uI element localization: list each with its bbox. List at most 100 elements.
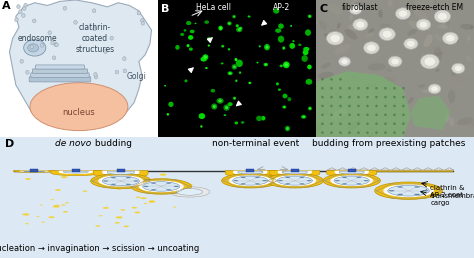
Ellipse shape	[375, 114, 378, 116]
Ellipse shape	[287, 97, 291, 101]
Ellipse shape	[255, 183, 260, 184]
Ellipse shape	[30, 83, 128, 131]
Ellipse shape	[164, 85, 165, 86]
Ellipse shape	[335, 44, 351, 54]
Polygon shape	[20, 171, 48, 172]
Text: non-terminal event: non-terminal event	[212, 139, 300, 148]
Ellipse shape	[273, 8, 279, 14]
Ellipse shape	[388, 186, 429, 196]
Ellipse shape	[433, 47, 442, 63]
Ellipse shape	[221, 62, 224, 64]
Ellipse shape	[256, 62, 258, 63]
Ellipse shape	[470, 25, 473, 29]
Polygon shape	[434, 168, 443, 170]
Polygon shape	[51, 171, 101, 176]
Ellipse shape	[393, 123, 395, 125]
Ellipse shape	[348, 105, 351, 107]
Ellipse shape	[430, 0, 433, 3]
Polygon shape	[13, 171, 55, 172]
Ellipse shape	[375, 87, 378, 89]
Ellipse shape	[144, 203, 147, 204]
Ellipse shape	[352, 0, 359, 11]
Ellipse shape	[15, 18, 18, 22]
Ellipse shape	[448, 90, 456, 103]
Ellipse shape	[345, 29, 357, 40]
Ellipse shape	[120, 209, 125, 211]
Ellipse shape	[235, 58, 237, 61]
Ellipse shape	[48, 216, 55, 218]
Ellipse shape	[321, 114, 324, 116]
Ellipse shape	[256, 116, 262, 121]
Ellipse shape	[74, 20, 77, 24]
Ellipse shape	[25, 223, 29, 224]
Bar	[254, 170, 292, 172]
Ellipse shape	[467, 36, 470, 41]
Ellipse shape	[219, 26, 223, 30]
Ellipse shape	[141, 18, 144, 22]
Ellipse shape	[149, 201, 154, 203]
Ellipse shape	[386, 69, 392, 72]
Ellipse shape	[408, 28, 418, 36]
FancyBboxPatch shape	[32, 69, 88, 73]
Ellipse shape	[174, 186, 179, 187]
Ellipse shape	[115, 70, 118, 74]
Ellipse shape	[225, 106, 228, 109]
Ellipse shape	[404, 10, 414, 21]
Ellipse shape	[357, 105, 360, 107]
Ellipse shape	[166, 113, 169, 116]
Ellipse shape	[366, 132, 369, 134]
Ellipse shape	[318, 72, 334, 79]
Ellipse shape	[303, 47, 310, 52]
Ellipse shape	[202, 54, 209, 60]
Ellipse shape	[160, 174, 166, 176]
Ellipse shape	[53, 205, 60, 208]
Ellipse shape	[404, 38, 418, 49]
Ellipse shape	[236, 27, 242, 32]
Ellipse shape	[393, 105, 395, 107]
Ellipse shape	[364, 52, 378, 60]
Ellipse shape	[278, 88, 281, 91]
Ellipse shape	[208, 45, 210, 46]
Ellipse shape	[391, 58, 399, 65]
Ellipse shape	[285, 126, 290, 131]
Ellipse shape	[379, 28, 395, 41]
Ellipse shape	[201, 57, 207, 62]
Ellipse shape	[433, 0, 438, 4]
Ellipse shape	[452, 76, 469, 83]
Ellipse shape	[356, 21, 365, 28]
Polygon shape	[370, 168, 379, 170]
Ellipse shape	[399, 10, 408, 17]
Ellipse shape	[321, 78, 324, 80]
Ellipse shape	[207, 37, 211, 41]
Ellipse shape	[315, 123, 324, 132]
Ellipse shape	[103, 180, 108, 182]
Ellipse shape	[357, 76, 362, 84]
Ellipse shape	[438, 23, 451, 29]
Polygon shape	[348, 168, 358, 170]
Text: HeLa cell: HeLa cell	[196, 3, 231, 12]
Text: clathrin &
AP-2 coat: clathrin & AP-2 coat	[430, 185, 465, 198]
Ellipse shape	[24, 40, 46, 56]
Ellipse shape	[234, 97, 236, 99]
Ellipse shape	[305, 29, 311, 36]
Ellipse shape	[334, 176, 369, 185]
Ellipse shape	[323, 173, 380, 188]
Ellipse shape	[365, 33, 374, 37]
Ellipse shape	[424, 35, 433, 47]
Ellipse shape	[200, 125, 202, 128]
Ellipse shape	[40, 43, 44, 47]
Ellipse shape	[255, 177, 260, 178]
Ellipse shape	[375, 132, 378, 134]
Ellipse shape	[283, 94, 288, 98]
Ellipse shape	[366, 96, 369, 98]
Ellipse shape	[357, 87, 360, 89]
Text: B: B	[161, 4, 169, 14]
Ellipse shape	[228, 71, 233, 75]
Ellipse shape	[217, 98, 224, 104]
Ellipse shape	[384, 105, 387, 107]
Polygon shape	[359, 168, 369, 170]
Ellipse shape	[348, 87, 351, 89]
Ellipse shape	[36, 216, 39, 217]
Ellipse shape	[307, 180, 311, 181]
Polygon shape	[94, 171, 148, 178]
